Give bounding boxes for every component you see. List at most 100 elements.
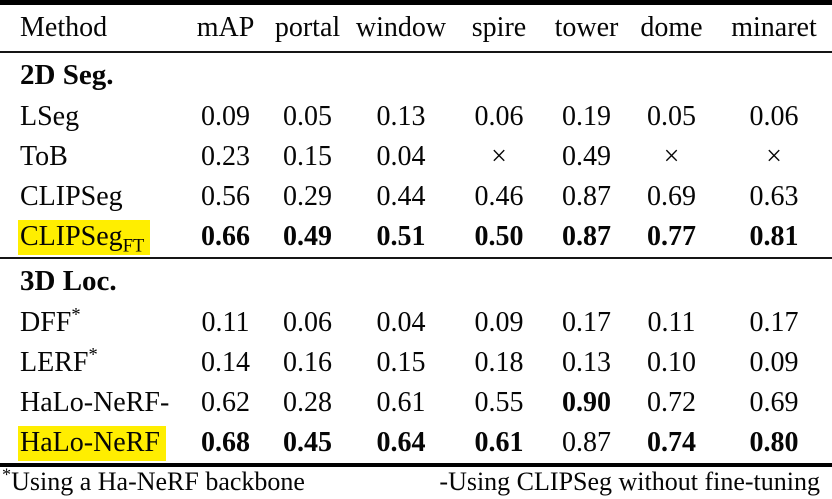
section-title: 3D Loc. <box>0 257 832 303</box>
method-cell: ToB <box>0 137 186 177</box>
section-header-row-3d-loc: 3D Loc. <box>0 257 832 303</box>
value-cell: 0.09 <box>474 307 524 338</box>
value-cell: 0.04 <box>376 141 426 172</box>
value-cell: 0.77 <box>647 221 696 252</box>
column-header-dome: dome <box>627 5 716 53</box>
value-cell: 0.10 <box>647 347 696 378</box>
method-subscript: FT <box>122 235 145 256</box>
value-cell: 0.45 <box>283 427 332 458</box>
value-cell: 0.55 <box>474 387 524 418</box>
value-cell: 0.62 <box>201 387 250 418</box>
value-cell: 0.80 <box>749 427 799 458</box>
value-cell: 0.06 <box>749 101 799 132</box>
column-header-tower: tower <box>546 5 627 53</box>
value-cell: 0.14 <box>201 347 250 378</box>
value-cell: 0.81 <box>749 221 799 252</box>
section-2d-seg: 2D Seg. LSeg 0.09 0.05 0.13 0.06 0.19 0.… <box>0 52 832 258</box>
section-3d-loc: 3D Loc. DFF* 0.11 0.06 0.04 0.09 0.17 0.… <box>0 257 832 463</box>
method-label: HaLo-NeRF- <box>20 387 170 418</box>
footnote-backbone: *Using a Ha-NeRF backbone <box>2 464 305 497</box>
value-cell: 0.46 <box>474 181 524 212</box>
value-cell: 0.04 <box>376 307 426 338</box>
value-cell: 0.49 <box>562 141 611 172</box>
value-cell: × <box>663 141 680 172</box>
method-cell: CLIPSegFT <box>0 217 186 258</box>
method-label: LERF <box>20 347 89 378</box>
value-cell: 0.06 <box>283 307 332 338</box>
value-cell: 0.05 <box>283 101 332 132</box>
value-cell: 0.66 <box>201 221 250 252</box>
value-cell: 0.17 <box>749 307 799 338</box>
method-label: ToB <box>20 141 68 172</box>
method-cell: DFF* <box>0 303 186 343</box>
value-cell: × <box>766 141 782 172</box>
value-cell: 0.61 <box>474 427 524 458</box>
method-cell: HaLo-NeRF- <box>0 383 186 423</box>
highlighted-method: HaLo-NeRF <box>18 426 166 461</box>
value-cell: 0.72 <box>647 387 696 418</box>
value-cell: 0.90 <box>562 387 611 418</box>
value-cell: 0.17 <box>562 307 611 338</box>
method-label: DFF <box>20 307 72 338</box>
value-cell: 0.49 <box>283 221 332 252</box>
value-cell: 0.87 <box>562 181 611 212</box>
column-header-spire: spire <box>452 5 546 53</box>
footnote-text: Using CLIPSeg without fine-tuning <box>448 467 820 496</box>
value-cell: 0.13 <box>562 347 611 378</box>
value-cell: 0.05 <box>647 101 696 132</box>
footnote-finetuning: -Using CLIPSeg without fine-tuning <box>439 467 820 497</box>
column-header-window: window <box>350 5 452 53</box>
column-header-method: Method <box>0 5 186 53</box>
header-row: Method mAP portal window spire tower dom… <box>0 5 832 53</box>
method-label: LSeg <box>20 101 80 132</box>
dash-marker: - <box>439 467 449 496</box>
method-cell: LSeg <box>0 97 186 137</box>
asterisk-marker: * <box>2 464 12 485</box>
column-header-minaret: minaret <box>716 5 832 53</box>
table-row-tob: ToB 0.23 0.15 0.04 × 0.49 × × <box>0 137 832 177</box>
table-row-halo-nerf-minus: HaLo-NeRF- 0.62 0.28 0.61 0.55 0.90 0.72… <box>0 383 832 423</box>
value-cell: 0.09 <box>201 101 250 132</box>
value-cell: 0.69 <box>749 387 799 418</box>
value-cell: 0.13 <box>376 101 426 132</box>
value-cell: 0.11 <box>201 307 250 338</box>
results-table: Method mAP portal window spire tower dom… <box>0 5 832 463</box>
value-cell: 0.11 <box>647 307 696 338</box>
value-cell: × <box>491 141 507 172</box>
table-row-lerf: LERF* 0.14 0.16 0.15 0.18 0.13 0.10 0.09 <box>0 343 832 383</box>
value-cell: 0.68 <box>201 427 250 458</box>
method-cell: HaLo-NeRF <box>0 423 186 463</box>
section-title: 2D Seg. <box>20 58 114 91</box>
value-cell: 0.06 <box>474 101 524 132</box>
value-cell: 0.74 <box>647 427 696 458</box>
table-row-halo-nerf: HaLo-NeRF 0.68 0.45 0.64 0.61 0.87 0.74 … <box>0 423 832 463</box>
value-cell: 0.29 <box>283 181 332 212</box>
table-row-lseg: LSeg 0.09 0.05 0.13 0.06 0.19 0.05 0.06 <box>0 97 832 137</box>
value-cell: 0.87 <box>562 221 611 252</box>
value-cell: 0.09 <box>749 347 799 378</box>
method-label: CLIPSeg <box>20 181 123 212</box>
section-header-row-2d-seg: 2D Seg. <box>0 52 832 97</box>
value-cell: 0.50 <box>474 221 524 252</box>
value-cell: 0.16 <box>283 347 332 378</box>
column-header-map: mAP <box>186 5 265 53</box>
value-cell: 0.18 <box>474 347 524 378</box>
value-cell: 0.56 <box>201 181 250 212</box>
value-cell: 0.69 <box>647 181 696 212</box>
value-cell: 0.87 <box>562 427 611 458</box>
method-cell: CLIPSeg <box>0 177 186 217</box>
method-label: HaLo-NeRF <box>20 427 160 458</box>
highlighted-method: CLIPSegFT <box>18 220 151 256</box>
value-cell: 0.63 <box>749 181 799 212</box>
method-label: CLIPSeg <box>20 221 123 252</box>
method-superscript: * <box>88 344 98 365</box>
value-cell: 0.15 <box>376 347 426 378</box>
value-cell: 0.44 <box>376 181 426 212</box>
value-cell: 0.64 <box>376 427 426 458</box>
value-cell: 0.61 <box>376 387 426 418</box>
value-cell: 0.28 <box>283 387 332 418</box>
method-cell: LERF* <box>0 343 186 383</box>
table-row-dff: DFF* 0.11 0.06 0.04 0.09 0.17 0.11 0.17 <box>0 303 832 343</box>
footnote-text: Using a Ha-NeRF backbone <box>11 467 305 496</box>
